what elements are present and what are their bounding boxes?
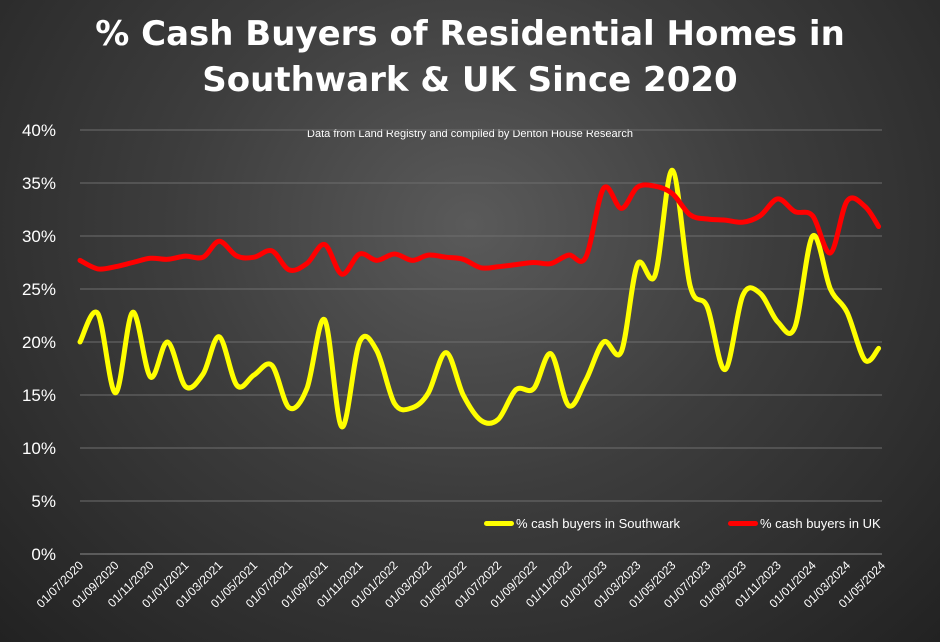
series-line-southwark: [77, 167, 882, 430]
y-tick-label: 20%: [22, 333, 56, 352]
y-axis-tick-labels: 0% 5% 10% 15% 20% 25% 30% 35% 40%: [22, 121, 56, 564]
series-lines: [77, 167, 882, 430]
legend-item-southwark: % cash buyers in Southwark: [484, 514, 680, 532]
y-tick-label: 35%: [22, 174, 56, 193]
legend-swatch-uk: [728, 520, 758, 526]
y-tick-label: 5%: [31, 492, 56, 511]
x-axis-tick-labels: 01/07/202001/09/202001/11/202001/01/2021…: [34, 558, 889, 611]
legend-label-uk: % cash buyers in UK: [760, 515, 881, 531]
y-tick-label: 10%: [22, 439, 56, 458]
y-tick-label: 0%: [31, 545, 56, 564]
series-line-uk: [77, 182, 882, 277]
chart-title-line-2: Southwark & UK Since 2020: [202, 60, 738, 100]
y-tick-label: 40%: [22, 121, 56, 140]
chart-subtitle: Data from Land Registry and compiled by …: [307, 128, 633, 140]
legend-item-uk: % cash buyers in UK: [728, 514, 881, 532]
legend-swatch-southwark: [484, 520, 514, 526]
y-tick-label: 30%: [22, 227, 56, 246]
y-tick-label: 15%: [22, 386, 56, 405]
grid-lines: [80, 129, 882, 502]
y-tick-label: 25%: [22, 280, 56, 299]
chart-title-line-1: % Cash Buyers of Residential Homes in: [95, 14, 845, 54]
legend-label-southwark: % cash buyers in Southwark: [516, 515, 681, 531]
